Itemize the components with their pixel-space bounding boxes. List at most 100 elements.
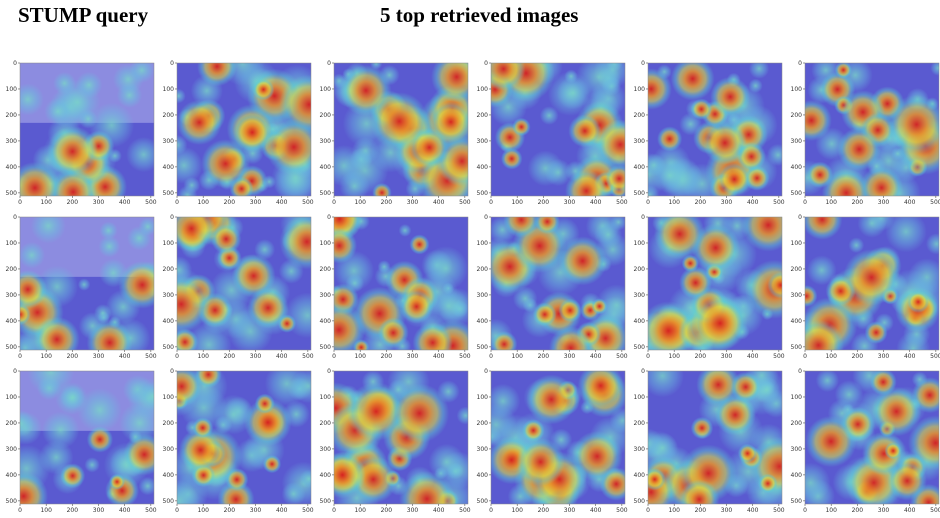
y-tick-label: 300: [6, 292, 18, 299]
x-tick-label: 500: [616, 199, 628, 206]
x-tick-label: 400: [433, 353, 445, 360]
x-tick-label: 0: [803, 353, 807, 360]
activation: [691, 98, 713, 120]
y-tick-label: 500: [163, 190, 175, 197]
figure: STUMP query 5 top retrieved images 01002…: [0, 0, 940, 518]
x-tick-label: 0: [646, 353, 650, 360]
x-tick-label: 0: [646, 507, 650, 514]
y-tick-label: 0: [13, 214, 17, 221]
y-tick-label: 500: [634, 498, 646, 505]
activation: [887, 461, 927, 501]
y-tick-label: 400: [791, 164, 803, 171]
x-tick-label: 400: [590, 507, 602, 514]
y-tick-label: 100: [477, 86, 489, 93]
x-tick-label: 200: [224, 353, 236, 360]
x-tick-label: 100: [825, 353, 837, 360]
x-tick-label: 100: [354, 353, 366, 360]
activation: [390, 384, 449, 443]
activation: [805, 416, 856, 467]
activation: [172, 329, 199, 356]
x-tick-label: 300: [878, 507, 890, 514]
x-tick-label: 200: [852, 199, 864, 206]
y-tick-label: 300: [791, 138, 803, 145]
x-tick-label: 500: [459, 199, 471, 206]
x-tick-label: 200: [381, 507, 393, 514]
x-tick-label: 200: [381, 353, 393, 360]
x-tick-label: 0: [18, 199, 22, 206]
activation: [399, 290, 433, 324]
y-tick-label: 500: [320, 344, 332, 351]
x-tick-label: 0: [175, 507, 179, 514]
x-tick-label: 100: [825, 199, 837, 206]
x-tick-label: 400: [590, 353, 602, 360]
x-tick-label: 200: [67, 353, 79, 360]
x-tick-label: 200: [538, 507, 550, 514]
y-tick-label: 100: [791, 86, 803, 93]
y-tick-label: 300: [320, 292, 332, 299]
y-tick-label: 0: [170, 214, 174, 221]
x-tick-label: 200: [67, 507, 79, 514]
texture: [42, 412, 79, 449]
x-tick-label: 300: [878, 199, 890, 206]
x-tick-label: 500: [459, 353, 471, 360]
y-tick-label: 400: [477, 164, 489, 171]
x-tick-label: 300: [721, 507, 733, 514]
y-tick-label: 0: [327, 214, 331, 221]
x-tick-label: 500: [459, 507, 471, 514]
activation: [378, 317, 409, 348]
heatmap-panel: [628, 199, 804, 367]
texture: [129, 58, 154, 83]
y-tick-label: 300: [634, 292, 646, 299]
x-tick-label: 200: [852, 507, 864, 514]
x-tick-label: 400: [904, 199, 916, 206]
texture: [76, 72, 103, 99]
x-tick-label: 300: [93, 507, 105, 514]
texture: [18, 242, 45, 269]
activation: [535, 209, 560, 234]
texture: [641, 354, 684, 397]
x-tick-label: 300: [93, 199, 105, 206]
x-tick-label: 0: [18, 507, 22, 514]
y-tick-label: 500: [163, 498, 175, 505]
texture: [78, 278, 90, 290]
x-tick-label: 500: [302, 199, 314, 206]
x-tick-label: 200: [67, 199, 79, 206]
x-tick-label: 500: [145, 507, 157, 514]
x-tick-label: 300: [721, 353, 733, 360]
y-tick-label: 200: [634, 112, 646, 119]
y-tick-label: 200: [320, 266, 332, 273]
y-tick-label: 500: [634, 344, 646, 351]
x-tick-label: 400: [119, 507, 131, 514]
x-tick-label: 500: [773, 507, 785, 514]
activation: [718, 163, 751, 196]
y-tick-label: 200: [477, 420, 489, 427]
y-tick-label: 100: [477, 394, 489, 401]
y-tick-label: 200: [6, 112, 18, 119]
x-tick-label: 300: [407, 199, 419, 206]
texture: [84, 457, 99, 472]
y-tick-label: 400: [477, 318, 489, 325]
x-tick-label: 0: [18, 353, 22, 360]
y-tick-label: 300: [6, 446, 18, 453]
y-tick-label: 300: [163, 446, 175, 453]
y-tick-label: 100: [163, 394, 175, 401]
retrieved-title: 5 top retrieved images: [380, 3, 578, 27]
x-tick-label: 300: [250, 353, 262, 360]
y-tick-label: 200: [320, 112, 332, 119]
y-tick-label: 100: [320, 86, 332, 93]
y-tick-label: 0: [641, 60, 645, 67]
texture: [183, 177, 200, 194]
x-tick-label: 0: [489, 507, 493, 514]
heatmap-panel: [475, 363, 635, 515]
activation: [654, 208, 705, 259]
activation: [533, 302, 557, 326]
x-tick-label: 500: [773, 353, 785, 360]
x-tick-label: 200: [224, 507, 236, 514]
activation: [211, 224, 241, 254]
y-tick-label: 100: [320, 394, 332, 401]
activation: [201, 139, 250, 188]
y-tick-label: 300: [6, 138, 18, 145]
activation: [807, 162, 834, 189]
y-tick-label: 200: [6, 420, 18, 427]
x-tick-label: 300: [878, 353, 890, 360]
